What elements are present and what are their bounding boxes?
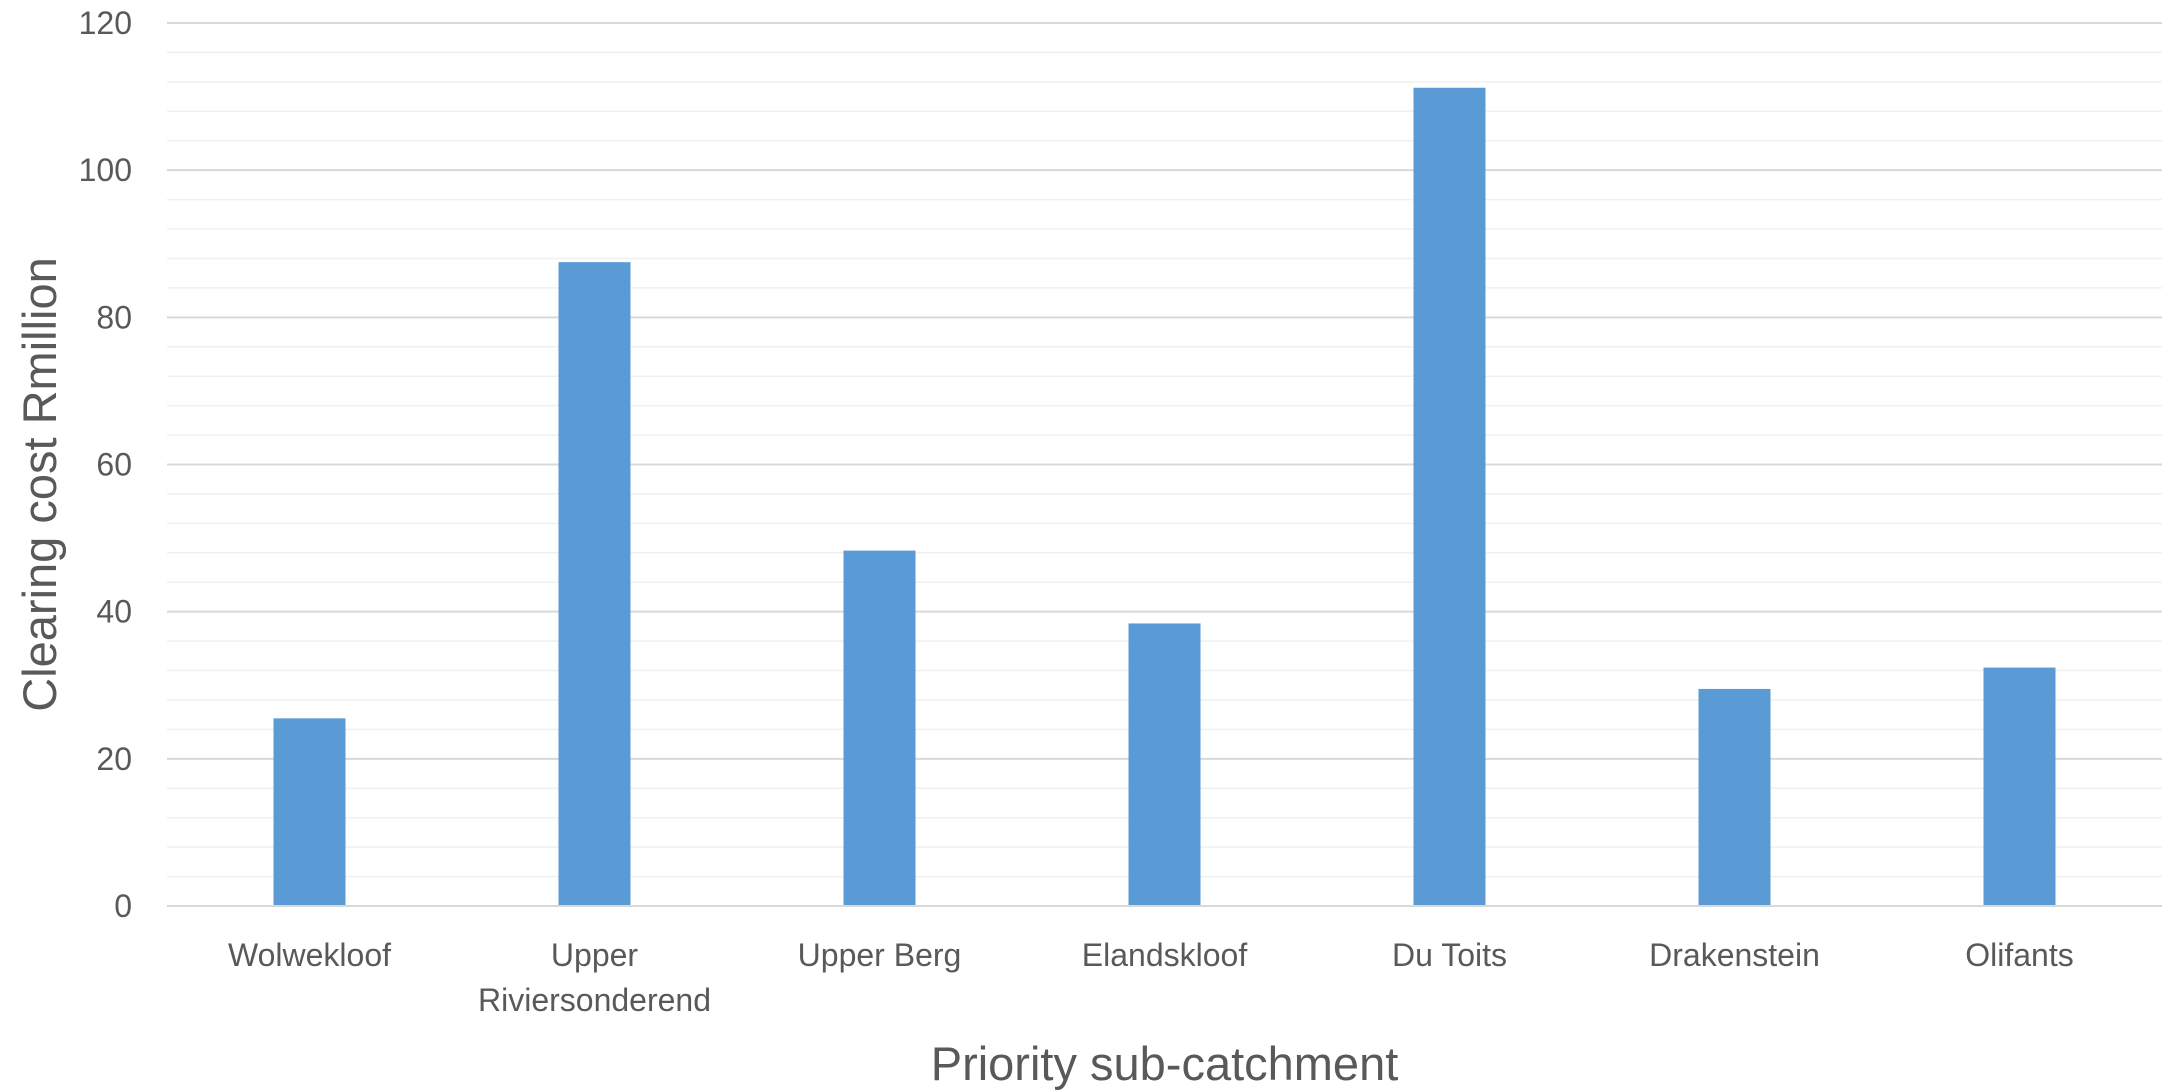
bar <box>1698 688 1771 906</box>
bar <box>1983 667 2056 906</box>
y-axis-title: Clearing cost Rmillion <box>13 257 66 712</box>
y-tick-label: 80 <box>96 299 132 335</box>
x-tick-label: Wolwekloof <box>228 937 391 973</box>
bar <box>1128 623 1201 906</box>
bar <box>1413 87 1486 906</box>
bar <box>273 718 346 906</box>
bars <box>273 87 2056 906</box>
x-tick-label: Du Toits <box>1392 937 1507 973</box>
y-tick-label: 40 <box>96 594 132 630</box>
bar <box>558 262 631 906</box>
y-tick-label: 120 <box>79 5 132 41</box>
grid-lines <box>167 22 2162 878</box>
x-axis-ticks: Wolwekloof Upper Riviersonderend Upper Berg… <box>228 937 2074 1018</box>
x-tick-label: Upper Berg <box>798 937 962 973</box>
x-tick-label: Upper Riviersonderend <box>478 937 711 1018</box>
y-tick-label: 0 <box>114 888 132 924</box>
x-tick-label: Drakenstein <box>1649 937 1820 973</box>
x-axis-title: Priority sub-catchment <box>931 1037 1399 1090</box>
x-tick-label: Olifants <box>1965 937 2073 973</box>
y-tick-label: 20 <box>96 741 132 777</box>
x-tick-label: Elandskloof <box>1082 937 1248 973</box>
y-axis-ticks: 0 20 40 60 80 100 120 <box>79 5 132 924</box>
y-tick-label: 100 <box>79 152 132 188</box>
y-tick-label: 60 <box>96 447 132 483</box>
bar <box>843 550 916 906</box>
